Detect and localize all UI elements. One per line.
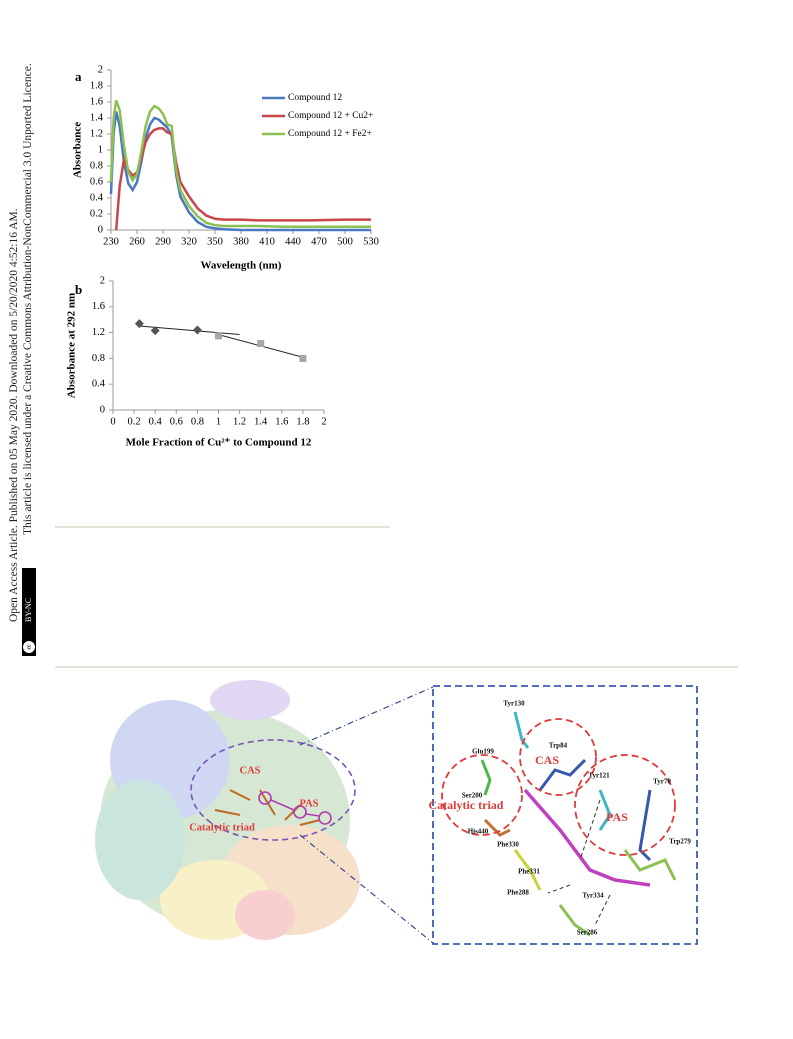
- zoom-line: [299, 686, 434, 746]
- x-tick-label: 1.6: [275, 416, 288, 427]
- h-bonds: [547, 799, 611, 926]
- site-label: PAS: [299, 798, 318, 809]
- y-tick-label: 0.4: [90, 192, 104, 203]
- residues: [480, 711, 677, 937]
- x-tick-label: 320: [181, 236, 197, 247]
- panel-label: b: [75, 282, 82, 297]
- panel-label: a: [75, 69, 82, 84]
- y-tick-label: 0.8: [90, 160, 103, 171]
- site-circles: [441, 718, 676, 856]
- x-tick-label: 380: [233, 236, 249, 247]
- y-tick-label: 0: [98, 224, 103, 235]
- y-tick-label: 1.6: [92, 301, 105, 312]
- x-tick-label: 1.2: [233, 416, 246, 427]
- x-tick-label: 260: [129, 236, 145, 247]
- y-tick-label: 0.2: [90, 208, 103, 219]
- y-tick-label: 1.2: [92, 327, 105, 338]
- residue-label: Tyr70: [653, 778, 671, 786]
- x-tick-label: 0.6: [170, 416, 183, 427]
- badge-text: BY-NC: [24, 598, 33, 622]
- zoom-line: [299, 834, 434, 944]
- residue-label: Tyr121: [588, 772, 610, 780]
- x-tick-label: 410: [259, 236, 275, 247]
- y-tick-label: 0.4: [92, 379, 106, 390]
- y-tick-label: 1.6: [90, 96, 103, 107]
- residue-label: Phe331: [518, 868, 540, 876]
- x-tick-label: 470: [311, 236, 327, 247]
- y-tick-label: 1.8: [90, 80, 103, 91]
- y-tick-label: 1.4: [90, 112, 104, 123]
- ligand: [258, 791, 332, 825]
- residue-label: Trp84: [549, 742, 568, 750]
- x-tick-label: 0.8: [191, 416, 204, 427]
- residue-label: Tyr130: [503, 700, 525, 708]
- x-axis-label: Wavelength (nm): [201, 260, 282, 272]
- site-label: PAS: [606, 810, 628, 824]
- residue-label: Trp279: [669, 838, 691, 846]
- point: [257, 340, 265, 348]
- ligand-sticks: [214, 789, 321, 826]
- x-tick-label: 1.8: [296, 416, 309, 427]
- site-ellipse: [190, 739, 356, 841]
- point: [150, 326, 160, 336]
- y-tick-label: 2: [98, 64, 103, 75]
- x-tick-label: 290: [155, 236, 171, 247]
- data-line: [114, 127, 371, 231]
- point: [215, 332, 222, 340]
- residue-label: Phe330: [497, 841, 519, 849]
- x-tick-label: 440: [285, 236, 301, 247]
- residue-label: Glu199: [472, 748, 494, 756]
- residue-label: Tyr334: [582, 892, 604, 900]
- y-axis-label: Absorbance at 292 nm: [66, 293, 78, 398]
- x-tick-label: 1: [216, 416, 221, 427]
- site-label: Catalytic triad: [429, 798, 504, 812]
- data-line: [109, 111, 371, 232]
- zoom-box: [432, 685, 698, 945]
- point: [299, 354, 307, 362]
- site-label: Catalytic triad: [189, 822, 255, 833]
- residue-label: Ser200: [462, 792, 483, 800]
- legend-label: Compound 12 + Fe2+: [288, 129, 372, 139]
- x-tick-label: 1.4: [254, 416, 268, 427]
- data-line: [109, 99, 371, 229]
- site-label: CAS: [239, 765, 260, 776]
- x-tick-label: 230: [103, 236, 119, 247]
- legend-label: Compound 12: [288, 93, 342, 103]
- y-tick-label: 0.8: [92, 353, 105, 364]
- svg-text:cc: cc: [26, 644, 32, 650]
- license-badge: cc BY-NC: [22, 568, 36, 656]
- protein-image: [95, 680, 360, 940]
- x-tick-label: 350: [207, 236, 223, 247]
- x-tick-label: 500: [337, 236, 353, 247]
- x-tick-label: 0: [110, 416, 115, 427]
- x-tick-label: 2: [321, 416, 326, 427]
- residue-label: His440: [468, 828, 489, 836]
- x-tick-label: 530: [363, 236, 379, 247]
- figure-labels: CAS PAS Catalytic triad Tyr130 Trp84 Glu199 CA…: [189, 700, 691, 937]
- y-tick-label: 1.2: [90, 128, 103, 139]
- y-tick-label: 0.6: [90, 176, 103, 187]
- y-tick-label: 1: [98, 144, 103, 155]
- point: [134, 319, 144, 329]
- x-tick-label: 0.4: [149, 416, 163, 427]
- x-axis-label: Mole Fraction of Cu²⁺ to Compound 12: [126, 437, 312, 449]
- y-tick-label: 0: [100, 404, 105, 415]
- residue-label: Ser286: [577, 929, 598, 937]
- site-label: CAS: [535, 753, 559, 767]
- point: [192, 325, 202, 335]
- y-axis-label: Absorbance: [72, 122, 84, 178]
- y-tick-label: 2: [100, 275, 105, 286]
- x-tick-label: 0.2: [128, 416, 141, 427]
- residue-label: Phe288: [507, 889, 529, 897]
- legend-label: Compound 12 + Cu2+: [288, 111, 373, 121]
